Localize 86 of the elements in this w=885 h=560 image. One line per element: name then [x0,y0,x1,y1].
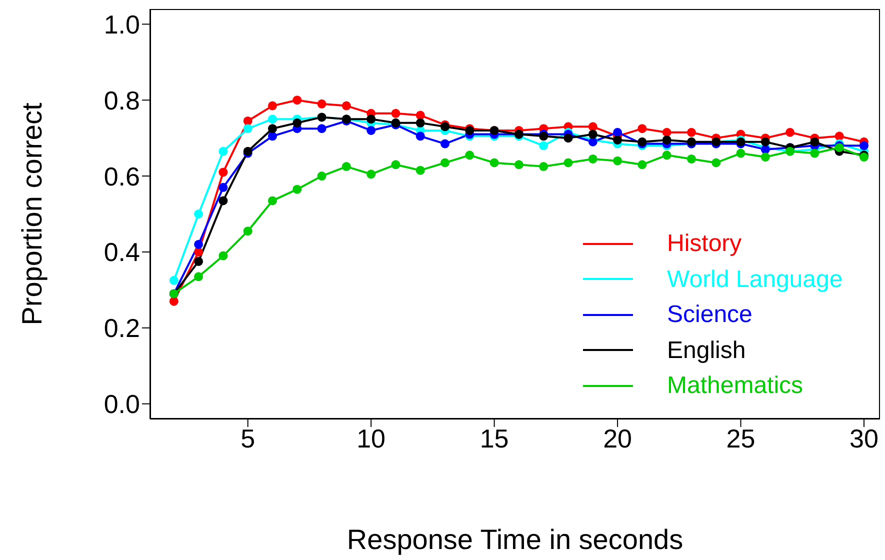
point [268,132,277,141]
x-tick-label: 20 [603,423,632,454]
point [194,210,204,218]
point [712,158,721,168]
point [194,247,204,256]
point [391,108,400,118]
point [366,170,376,179]
point [317,124,326,134]
point [391,160,400,170]
point [859,141,868,150]
point [588,122,598,132]
point [760,137,770,146]
point [218,146,228,156]
point [416,132,425,141]
point [194,272,204,282]
point [366,114,376,124]
point [292,118,302,128]
point [169,276,178,285]
point [218,196,228,206]
point [243,116,252,126]
point [686,128,696,137]
point [416,118,425,128]
point [810,137,820,146]
x-tick-label: 30 [850,423,878,454]
x-tick-label: 5 [240,423,256,454]
point [317,172,326,181]
point [243,226,252,236]
point [342,162,351,172]
point [613,128,622,137]
point [440,158,450,168]
point [465,150,474,160]
legend-label: History [667,229,742,259]
legend-label: Mathematics [667,371,804,401]
point [169,296,178,306]
y-tick-label: 0.8 [104,85,140,116]
point [218,182,228,192]
point [613,156,622,166]
point [539,162,548,172]
x-tick-label: 15 [480,423,509,454]
point [416,110,425,120]
point [662,128,672,137]
point [588,154,598,164]
point [218,251,228,260]
point [194,240,204,249]
point [416,166,425,175]
point [564,134,573,143]
x-tick-label: 25 [726,423,756,454]
point [613,135,622,144]
point [243,124,252,134]
x-axis-title: Response Time in seconds [346,524,684,555]
point [366,126,376,135]
legend-label: World Language [667,264,843,294]
point [268,114,277,124]
point [440,139,450,148]
point [490,158,499,168]
point [292,184,302,194]
legend-label: Science [667,300,752,330]
point [834,132,844,141]
point [662,135,672,144]
legend-label: English [667,336,746,366]
point [268,101,277,110]
x-tick-label: 10 [356,423,386,454]
point [194,256,204,266]
y-tick-label: 0.6 [104,161,140,192]
y-tick-label: 1.0 [104,9,140,40]
point [638,124,647,134]
point [218,168,228,177]
y-tick-label: 0.2 [104,313,140,344]
point [268,196,277,206]
point [292,96,302,105]
point [342,101,351,110]
point [662,150,672,160]
y-tick-label: 0.0 [104,389,140,420]
point [514,160,524,170]
point [686,154,696,164]
point [268,124,277,134]
point [317,99,326,108]
y-tick-label: 0.4 [104,237,140,268]
point [736,148,746,158]
point [539,141,548,150]
y-axis-title: Proportion correct [16,102,48,326]
point [760,152,770,162]
point [786,128,795,137]
point [638,160,647,170]
point [588,130,598,139]
point [564,158,573,168]
